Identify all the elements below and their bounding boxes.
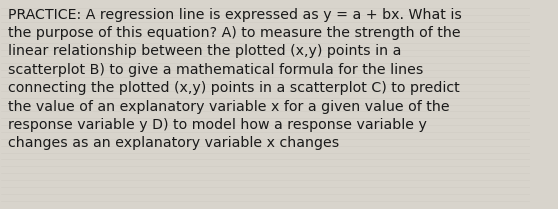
Text: PRACTICE: A regression line is expressed as y = a + bx. What is
the purpose of t: PRACTICE: A regression line is expressed… bbox=[8, 8, 462, 150]
